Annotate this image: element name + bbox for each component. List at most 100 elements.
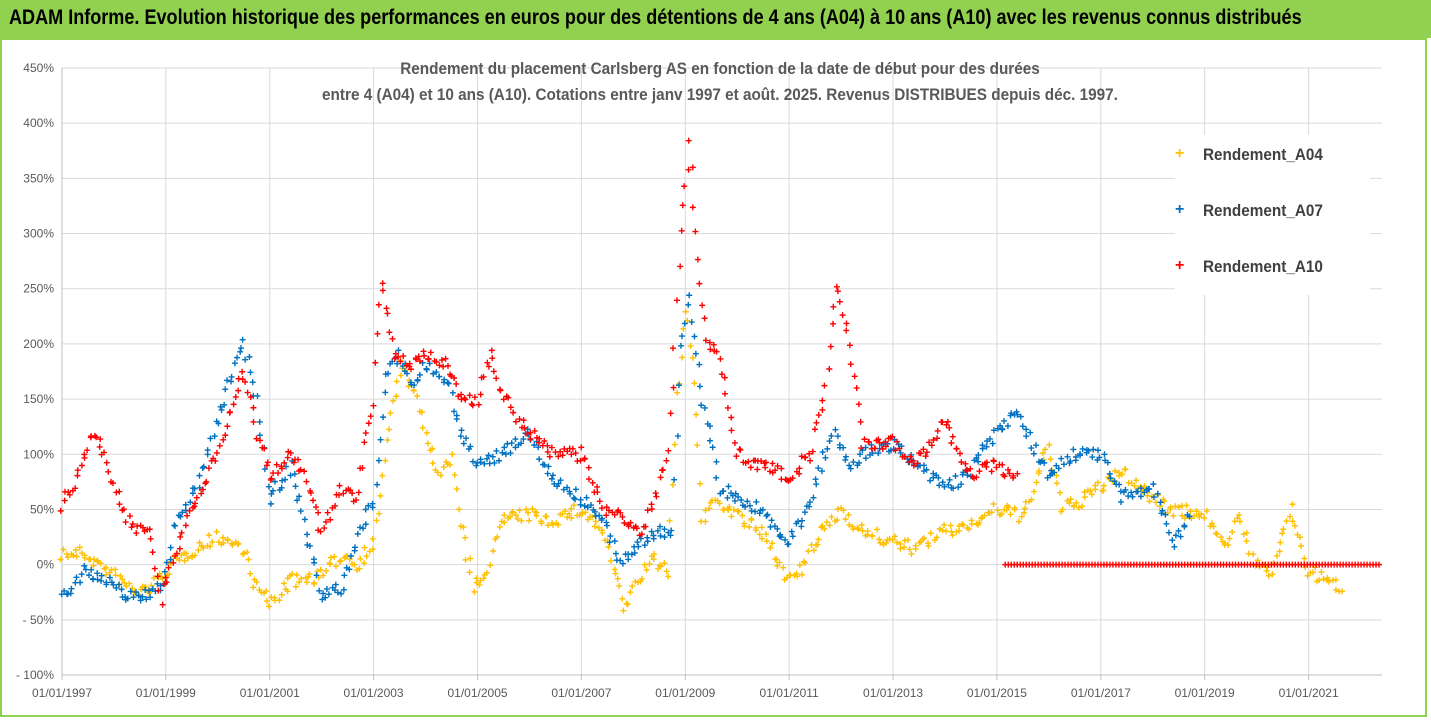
data-point-a04 xyxy=(1094,479,1101,486)
data-point-a04 xyxy=(320,572,327,579)
data-point-a10 xyxy=(370,402,377,409)
data-point-a04 xyxy=(1066,500,1073,507)
data-point-a07 xyxy=(269,487,276,494)
data-point-a07 xyxy=(650,532,657,539)
data-point-a04 xyxy=(1131,482,1138,489)
data-point-a04 xyxy=(424,440,431,447)
data-point-a07 xyxy=(936,482,943,489)
data-point-a07 xyxy=(832,426,839,433)
data-point-a04 xyxy=(570,502,577,509)
data-point-a04 xyxy=(1203,507,1210,514)
data-point-a04 xyxy=(311,579,318,586)
data-point-a04 xyxy=(680,325,687,332)
data-point-a07 xyxy=(1001,417,1008,424)
data-point-a10 xyxy=(617,509,624,516)
data-point-a10 xyxy=(665,447,672,454)
data-point-a04 xyxy=(850,526,857,533)
data-point-a04 xyxy=(1079,503,1086,510)
y-tick-label: 150% xyxy=(23,392,54,406)
data-point-a10 xyxy=(585,476,592,483)
data-point-a04 xyxy=(437,472,444,479)
data-point-a04 xyxy=(244,549,251,556)
data-point-a04 xyxy=(1193,508,1200,515)
data-point-a07 xyxy=(1117,498,1124,505)
data-point-a07 xyxy=(1128,489,1135,496)
data-point-a04 xyxy=(476,581,483,588)
data-point-a07 xyxy=(567,490,574,497)
data-point-a04 xyxy=(1210,523,1217,530)
data-point-a04 xyxy=(769,540,776,547)
data-point-a07 xyxy=(731,497,738,504)
y-tick-label: 250% xyxy=(23,282,54,296)
data-point-a10 xyxy=(74,467,81,474)
data-point-a10 xyxy=(657,474,664,481)
data-point-a07 xyxy=(812,476,819,483)
data-point-a07 xyxy=(301,516,308,523)
data-point-a07 xyxy=(648,528,655,535)
data-point-a10 xyxy=(561,445,568,452)
data-point-a10 xyxy=(544,448,551,455)
data-point-a04 xyxy=(473,575,480,582)
data-point-a10 xyxy=(889,433,896,440)
data-point-a07 xyxy=(958,481,965,488)
data-point-a07 xyxy=(357,524,364,531)
data-point-a04 xyxy=(1318,569,1325,576)
data-point-a10 xyxy=(159,601,166,608)
data-point-a07 xyxy=(897,449,904,456)
data-point-a04 xyxy=(916,539,923,546)
data-point-a10 xyxy=(670,384,677,391)
data-point-a07 xyxy=(323,586,330,593)
data-point-a04 xyxy=(1053,472,1060,479)
data-point-a07 xyxy=(385,370,392,377)
data-point-a04 xyxy=(429,460,436,467)
data-point-a04 xyxy=(1146,498,1153,505)
data-point-a07 xyxy=(732,490,739,497)
data-point-a10 xyxy=(1010,472,1017,479)
data-point-a04 xyxy=(562,508,569,515)
data-point-a10 xyxy=(853,385,860,392)
data-point-a04 xyxy=(200,544,207,551)
data-point-a04 xyxy=(462,534,469,541)
data-point-a10 xyxy=(896,445,903,452)
data-point-a07 xyxy=(625,556,632,563)
data-point-a10 xyxy=(694,256,701,263)
data-point-a07 xyxy=(634,539,641,546)
data-point-a04 xyxy=(752,527,759,534)
data-point-a07 xyxy=(167,556,174,563)
data-point-a04 xyxy=(608,557,615,564)
data-point-a04 xyxy=(616,582,623,589)
data-point-a10 xyxy=(177,533,184,540)
data-point-a10 xyxy=(806,450,813,457)
data-point-a04 xyxy=(605,543,612,550)
data-point-a10 xyxy=(232,393,239,400)
data-point-a10 xyxy=(531,427,538,434)
data-point-a10 xyxy=(493,375,500,382)
data-point-a07 xyxy=(215,420,222,427)
data-point-a07 xyxy=(77,579,84,586)
data-point-a04 xyxy=(735,508,742,515)
data-point-a07 xyxy=(1058,455,1065,462)
data-point-a07 xyxy=(403,370,410,377)
data-point-a04 xyxy=(94,558,101,565)
data-point-a10 xyxy=(453,380,460,387)
data-point-a07 xyxy=(282,476,289,483)
data-point-a04 xyxy=(1325,578,1332,585)
data-point-a10 xyxy=(625,523,632,530)
data-point-a07 xyxy=(818,468,825,475)
data-point-a10 xyxy=(910,462,917,469)
data-point-a07 xyxy=(1181,523,1188,530)
data-point-a04 xyxy=(968,517,975,524)
data-point-a07 xyxy=(685,301,692,308)
data-point-a10 xyxy=(468,401,475,408)
data-point-a07 xyxy=(706,437,713,444)
data-point-a10 xyxy=(406,360,413,367)
data-point-a04 xyxy=(1119,471,1126,478)
data-point-a10 xyxy=(659,466,666,473)
data-point-a07 xyxy=(1004,422,1011,429)
data-point-a10 xyxy=(1001,473,1008,480)
data-point-a07 xyxy=(1089,454,1096,461)
data-point-a10 xyxy=(433,358,440,365)
data-point-a04 xyxy=(1021,509,1028,516)
data-point-a07 xyxy=(698,402,705,409)
data-point-a04 xyxy=(250,584,257,591)
